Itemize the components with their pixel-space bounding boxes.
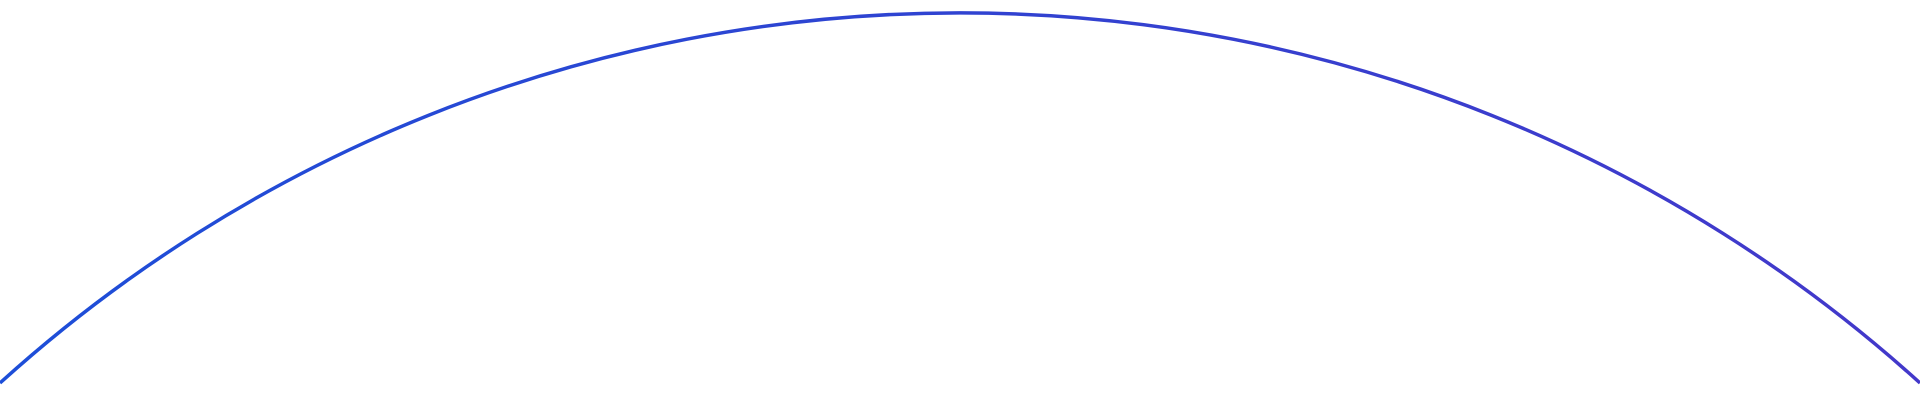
- arc-stroke: [0, 11, 1920, 385]
